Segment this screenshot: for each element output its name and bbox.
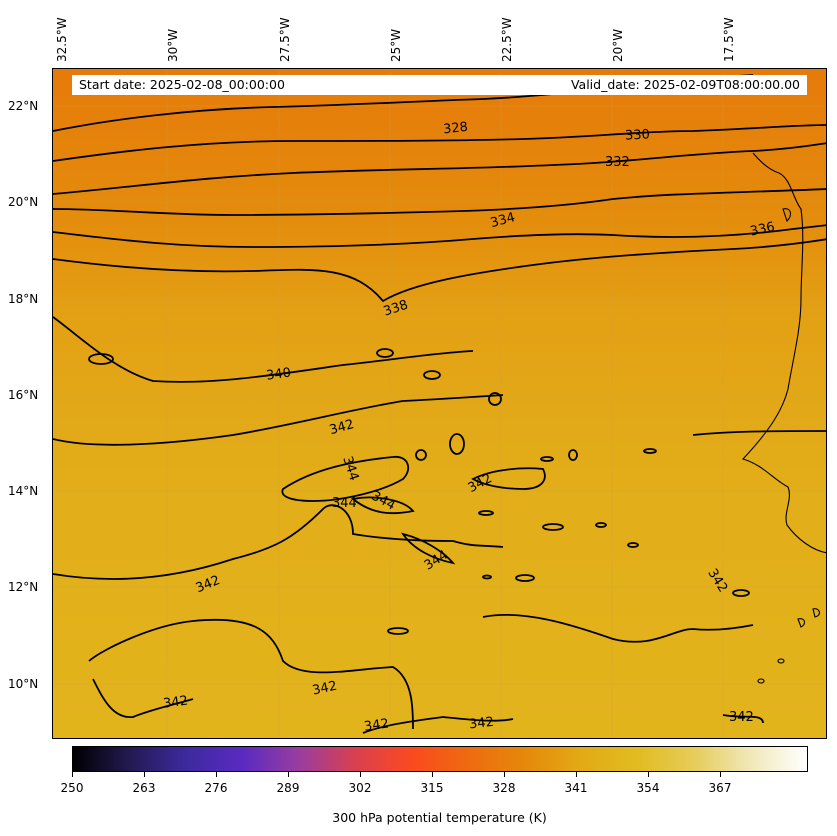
contour-342-bottom: [362, 716, 514, 734]
colorbar-tick: [576, 772, 577, 777]
contour-label-336: 336: [749, 220, 776, 240]
contour-label-342-e: 342: [311, 679, 338, 699]
coast-island-3: [812, 608, 821, 618]
lon-label-22-5w: 22.5°W: [500, 17, 514, 62]
coast-island-1: [782, 208, 792, 223]
contour-label-342-i: 342: [729, 710, 754, 725]
colorbar-label-367: 367: [708, 781, 732, 795]
contour-332: [53, 142, 826, 195]
lat-label-14n: 14°N: [8, 484, 39, 498]
colorbar-tick: [432, 772, 433, 777]
colorbar-tick: [648, 772, 649, 777]
contour-342-corner: [722, 714, 764, 724]
contour-label-328: 328: [442, 120, 468, 138]
contour-label-344-a: 344: [339, 454, 361, 482]
colorbar-tick: [216, 772, 217, 777]
coast-island-2: [797, 618, 806, 628]
start-date-text: Start date: 2025-02-08_00:00:00: [79, 77, 285, 92]
contour-label-332: 332: [605, 155, 630, 170]
lon-label-20w: 20°W: [611, 28, 625, 62]
contour-334: [53, 188, 826, 216]
map-panel: 328 330 332 334 336 338 340 342 344 344 …: [52, 68, 827, 739]
map-canvas: 328 330 332 334 336 338 340 342 344 344 …: [53, 69, 826, 738]
contour-label-334: 334: [489, 210, 517, 231]
colorbar: [72, 746, 808, 772]
contour-344-loop: [281, 456, 410, 502]
contour-342: [53, 394, 504, 446]
lon-label-32-5w: 32.5°W: [55, 17, 69, 62]
colorbar-label-263: 263: [132, 781, 156, 795]
lat-label-22n: 22°N: [8, 99, 39, 113]
lat-label-20n: 20°N: [8, 195, 39, 209]
colorbar-tick: [720, 772, 721, 777]
valid-date-text: Valid_date: 2025-02-09T08:00:00.00: [570, 77, 800, 92]
contour-label-342-a: 342: [328, 417, 356, 438]
colorbar-label-341: 341: [564, 781, 588, 795]
lat-label-18n: 18°N: [8, 292, 39, 306]
colorbar-label-328: 328: [492, 781, 516, 795]
graticule: [53, 69, 826, 738]
contour-342-south: [53, 504, 504, 580]
contour-label-330: 330: [625, 127, 651, 143]
colorbar-tick: [360, 772, 361, 777]
lat-label-12n: 12°N: [8, 580, 39, 594]
lon-label-30w: 30°W: [166, 28, 180, 62]
lon-label-17-5w: 17.5°W: [722, 17, 736, 62]
contour-342-right: [692, 430, 826, 436]
isentrope-contours: [53, 74, 826, 734]
contour-330: [53, 124, 826, 162]
colorbar-label-289: 289: [276, 781, 300, 795]
date-banner: Start date: 2025-02-08_00:00:00 Valid_da…: [72, 75, 807, 95]
coastline: [741, 152, 826, 684]
lon-label-25w: 25°W: [389, 28, 403, 62]
contour-342-lowloop: [88, 618, 414, 730]
colorbar-tick: [288, 772, 289, 777]
lat-label-16n: 16°N: [8, 388, 39, 402]
lon-label-27-5w: 27.5°W: [278, 17, 292, 62]
contour-342-east: [471, 467, 546, 490]
contour-338: [53, 238, 826, 303]
colorbar-label-315: 315: [420, 781, 444, 795]
colorbar-tick: [504, 772, 505, 777]
contour-342-mid: [482, 613, 754, 643]
colorbar-label-250: 250: [60, 781, 84, 795]
colorbar-title: 300 hPa potential temperature (K): [332, 810, 547, 825]
colorbar-label-354: 354: [636, 781, 660, 795]
contour-label-342-f: 342: [162, 693, 189, 711]
contour-label-340: 340: [265, 365, 292, 383]
contour-label-342-h: 342: [468, 715, 494, 733]
lat-label-10n: 10°N: [8, 677, 39, 691]
contour-336: [53, 224, 826, 248]
colorbar-label-276: 276: [204, 781, 228, 795]
colorbar-tick: [72, 772, 73, 777]
coast-mainland: [741, 152, 826, 554]
contour-label-344-b: 344: [332, 496, 357, 511]
contour-342-lowloop2: [92, 678, 194, 718]
contour-344-loop3: [400, 532, 456, 565]
colorbar-tick: [144, 772, 145, 777]
colorbar-label-302: 302: [348, 781, 372, 795]
contour-label-338: 338: [382, 298, 410, 320]
contour-label-342-g: 342: [363, 716, 390, 734]
contour-344-loop2: [350, 496, 415, 515]
